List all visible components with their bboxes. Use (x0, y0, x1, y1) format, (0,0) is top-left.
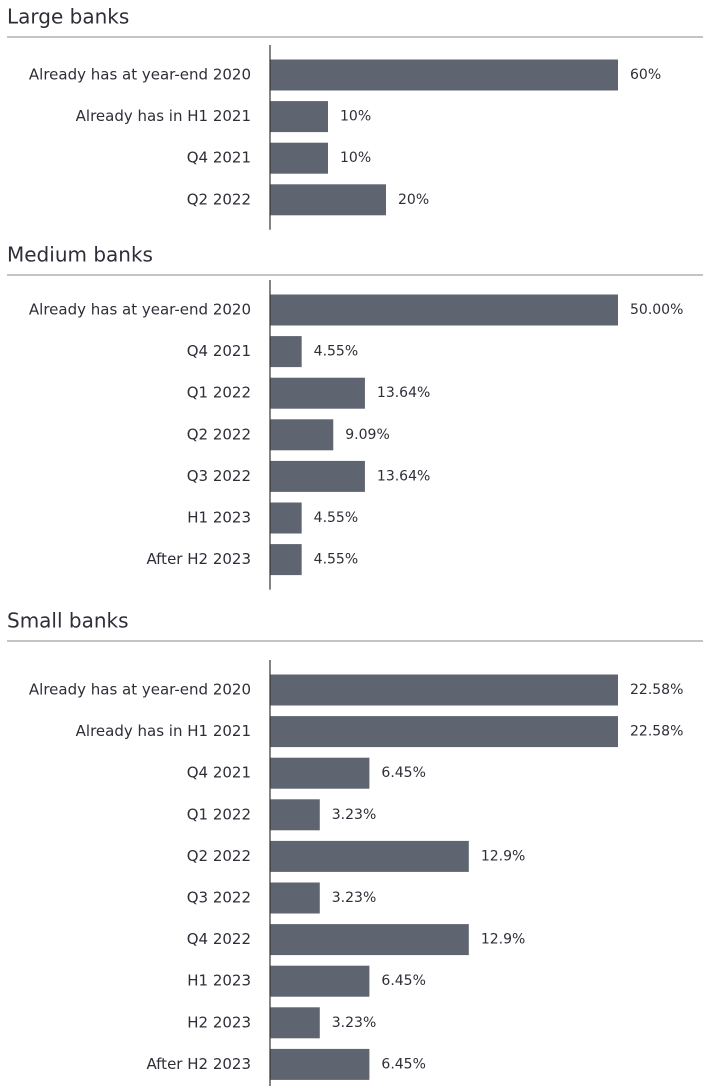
category-label: H1 2023 (187, 509, 251, 527)
category-label: Q4 2021 (187, 764, 251, 782)
bar (270, 502, 302, 534)
value-label: 12.9% (481, 848, 525, 864)
bar (270, 799, 320, 831)
value-label: 50.00% (630, 302, 683, 318)
category-label: Q2 2022 (187, 190, 251, 208)
bar (270, 419, 334, 451)
bar (270, 101, 328, 133)
bar (270, 924, 469, 956)
chart-title: Large banks (7, 5, 129, 29)
value-label: 10% (340, 150, 371, 166)
category-label: Q4 2021 (187, 149, 251, 167)
category-label: Already has in H1 2021 (76, 722, 251, 740)
value-label: 4.55% (314, 510, 358, 526)
category-label: Q2 2022 (187, 847, 251, 865)
category-label: Q3 2022 (187, 467, 251, 485)
value-label: 60% (630, 67, 661, 83)
category-label: Q4 2022 (187, 930, 251, 948)
bar (270, 544, 302, 576)
value-label: 22.58% (630, 682, 683, 698)
category-label: Already has at year-end 2020 (29, 66, 251, 84)
bar (270, 294, 618, 326)
bar (270, 1007, 320, 1039)
bar (270, 460, 365, 492)
bar (270, 965, 370, 997)
bar (270, 142, 328, 174)
value-label: 6.45% (381, 973, 425, 989)
value-label: 12.9% (481, 932, 525, 948)
value-label: 4.55% (314, 552, 358, 568)
value-label: 10% (340, 109, 371, 125)
value-label: 3.23% (332, 890, 376, 906)
value-label: 3.23% (332, 1015, 376, 1031)
value-label: 3.23% (332, 807, 376, 823)
value-label: 6.45% (381, 1056, 425, 1072)
bar (270, 184, 386, 216)
value-label: 6.45% (381, 765, 425, 781)
category-label: Q2 2022 (187, 425, 251, 443)
category-label: H2 2023 (187, 1013, 251, 1031)
bar (270, 59, 618, 91)
bar (270, 1048, 370, 1080)
category-label: Already has at year-end 2020 (29, 681, 251, 699)
value-label: 20% (398, 192, 429, 208)
category-label: Q4 2021 (187, 342, 251, 360)
bar (270, 840, 469, 872)
category-label: Already has at year-end 2020 (29, 301, 251, 319)
bar (270, 674, 618, 706)
value-label: 9.09% (345, 427, 389, 443)
category-label: Q1 2022 (187, 805, 251, 823)
category-label: Q3 2022 (187, 889, 251, 907)
category-label: Already has in H1 2021 (76, 107, 251, 125)
category-label: Q1 2022 (187, 384, 251, 402)
category-label: After H2 2023 (146, 550, 251, 568)
bar (270, 377, 365, 409)
chart-title: Small banks (7, 609, 129, 633)
chart-title: Medium banks (7, 243, 153, 267)
value-label: 13.64% (377, 468, 430, 484)
bar (270, 757, 370, 789)
category-label: H1 2023 (187, 972, 251, 990)
category-label: After H2 2023 (146, 1055, 251, 1073)
value-label: 4.55% (314, 344, 358, 360)
bar (270, 882, 320, 914)
bar (270, 336, 302, 368)
value-label: 22.58% (630, 724, 683, 740)
value-label: 13.64% (377, 385, 430, 401)
bar (270, 716, 618, 748)
